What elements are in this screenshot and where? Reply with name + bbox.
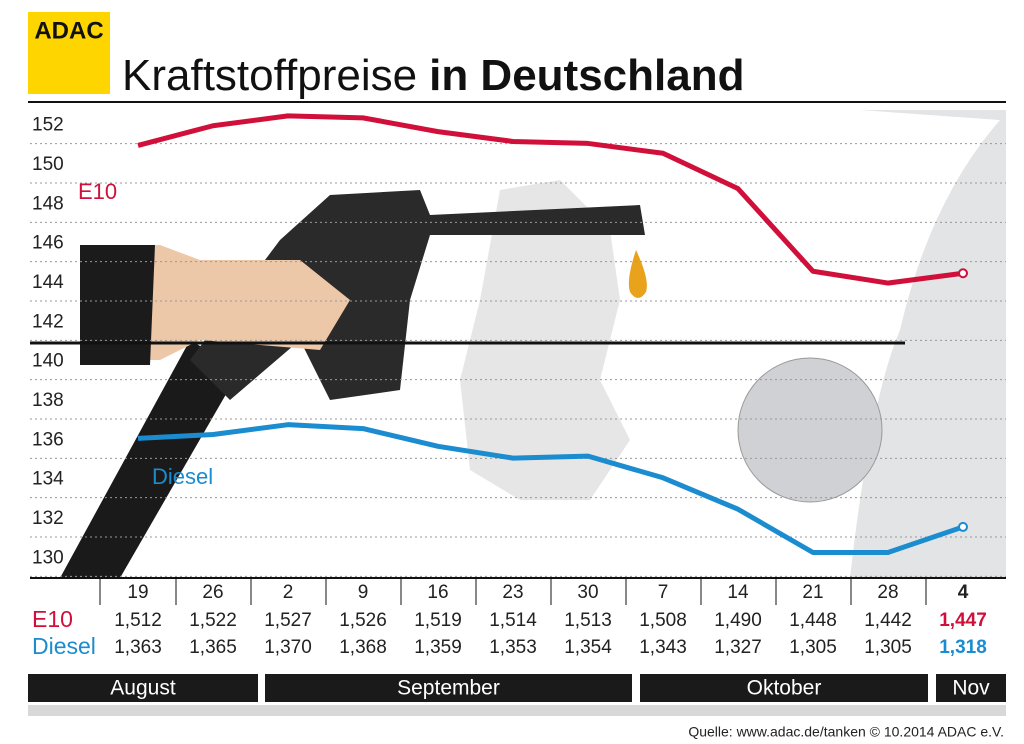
value-label: 1,519 [414,610,462,631]
source: Quelle: www.adac.de/tanken © 10.2014 ADA… [688,724,1004,740]
value-label: 1,526 [339,610,387,631]
fuel-drop [628,250,647,298]
logo: ADAC [34,17,103,44]
value-label: 1,318 [939,637,987,658]
y-tick-label: 148 [32,193,64,214]
y-tick-label: 150 [32,154,64,175]
y-tick-label: 130 [32,547,64,568]
value-label: 1,365 [189,637,237,658]
value-label: 1,522 [189,610,237,631]
month-bar [265,674,632,702]
value-label: 1,490 [714,610,762,631]
value-label: 1,513 [564,610,612,631]
row-label: E10 [32,606,73,632]
value-label: 1,363 [114,637,162,658]
value-label: 1,327 [714,637,762,658]
series-label: E10 [78,179,117,204]
month-bar [936,674,1006,702]
x-tick-label: 28 [877,582,898,603]
x-tick-label: 21 [802,582,823,603]
x-tick-label: 7 [658,582,669,603]
sleeve [80,245,155,365]
value-label: 1,514 [489,610,537,631]
value-label: 1,527 [264,610,312,631]
x-tick-label: 9 [358,582,369,603]
x-tick-label: 30 [577,582,598,603]
month-bar [28,674,258,702]
y-tick-label: 152 [32,115,64,136]
logo-box [28,12,110,94]
car [850,110,1006,578]
value-label: 1,508 [639,610,687,631]
value-label: 1,448 [789,610,837,631]
month-label: Oktober [747,677,822,700]
series-label: Diesel [152,464,213,489]
value-label: 1,343 [639,637,687,658]
y-tick-label: 144 [32,272,64,293]
x-tick-label: 4 [958,582,969,603]
value-label: 1,370 [264,637,312,658]
y-tick-label: 134 [32,469,64,490]
value-label: 1,359 [414,637,462,658]
y-tick-label: 136 [32,429,64,450]
value-label: 1,354 [564,637,612,658]
value-label: 1,305 [864,637,912,658]
value-label: 1,442 [864,610,912,631]
x-tick-label: 16 [427,582,448,603]
y-tick-label: 138 [32,390,64,411]
x-tick-label: 26 [202,582,223,603]
x-tick-label: 23 [502,582,523,603]
value-label: 1,447 [939,610,987,631]
value-label: 1,368 [339,637,387,658]
y-tick-label: 146 [32,233,64,254]
chart-title: Kraftstoffpreise in Deutschland [122,51,744,100]
value-label: 1,353 [489,637,537,658]
end-marker [958,521,968,532]
month-bar [640,674,928,702]
value-label: 1,512 [114,610,162,631]
series-line [137,113,964,286]
y-tick-label: 142 [32,311,64,332]
footer-strip [28,705,1006,716]
y-tick-label: 140 [32,351,64,372]
x-tick-label: 19 [127,582,148,603]
fuel-cap [737,357,883,503]
month-label: September [397,677,500,700]
x-tick-label: 2 [283,582,294,603]
hose [60,340,240,578]
end-marker [958,268,968,279]
series-line [137,422,964,555]
row-label: Diesel [32,633,96,659]
y-tick-label: 132 [32,508,64,529]
x-tick-label: 14 [727,582,749,603]
month-label: August [110,677,176,700]
month-label: Nov [952,677,990,700]
value-label: 1,305 [789,637,837,658]
